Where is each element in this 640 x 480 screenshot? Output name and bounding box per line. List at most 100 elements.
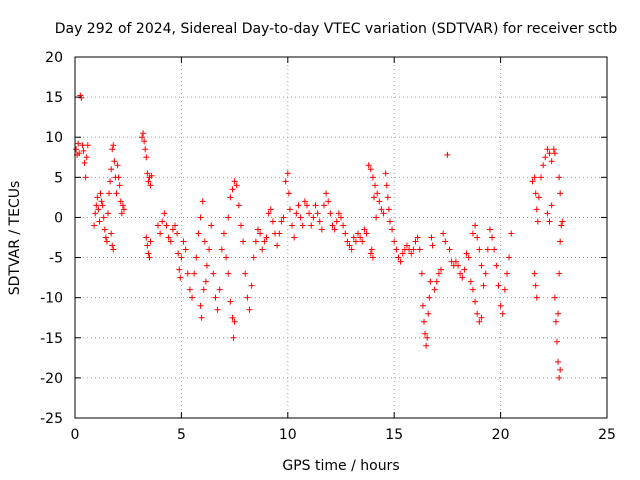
data-point — [98, 198, 105, 205]
data-point — [452, 258, 459, 265]
data-point — [193, 254, 200, 261]
data-point — [412, 238, 419, 245]
data-point — [459, 274, 466, 281]
data-point — [286, 206, 293, 213]
data-point — [501, 286, 508, 293]
data-point — [278, 218, 285, 225]
data-point — [261, 238, 268, 245]
data-point — [323, 190, 330, 197]
data-point — [198, 314, 205, 321]
data-point — [382, 170, 389, 177]
data-point — [316, 218, 323, 225]
y-tick-label: 15 — [45, 90, 63, 106]
data-point — [101, 226, 108, 233]
data-point — [433, 278, 440, 285]
data-point — [476, 246, 483, 253]
data-point — [97, 190, 104, 197]
data-point — [306, 210, 313, 217]
data-point — [372, 182, 379, 189]
data-point — [374, 190, 381, 197]
data-point — [555, 310, 562, 317]
y-axis-title: SDTVAR / TECUs — [7, 181, 23, 296]
data-point — [240, 238, 247, 245]
data-point — [291, 234, 298, 241]
data-point — [148, 172, 155, 179]
data-marks — [73, 92, 566, 381]
data-point — [80, 147, 87, 154]
data-point — [320, 202, 327, 209]
data-point — [383, 182, 390, 189]
data-point — [274, 242, 281, 249]
data-point — [233, 182, 240, 189]
data-point — [223, 254, 230, 261]
data-point — [389, 226, 396, 233]
data-point — [252, 238, 259, 245]
data-point — [201, 238, 208, 245]
data-point — [284, 170, 291, 177]
data-point — [195, 230, 202, 237]
data-point — [489, 234, 496, 241]
data-point — [108, 230, 115, 237]
data-point — [265, 210, 272, 217]
data-point — [555, 358, 562, 365]
data-point — [314, 210, 321, 217]
data-point — [145, 178, 152, 185]
data-point — [550, 146, 557, 153]
y-tick-label: -25 — [40, 411, 63, 427]
data-point — [113, 190, 120, 197]
data-point — [499, 310, 506, 317]
data-point — [73, 146, 80, 153]
y-tick-label: 20 — [45, 50, 63, 66]
y-tick-label: 0 — [54, 210, 63, 226]
data-point — [348, 246, 355, 253]
data-point — [285, 190, 292, 197]
data-point — [440, 230, 447, 237]
data-point — [159, 218, 166, 225]
data-point — [186, 286, 193, 293]
data-point — [474, 234, 481, 241]
data-point — [478, 262, 485, 269]
data-point — [197, 302, 204, 309]
data-point — [78, 94, 85, 101]
data-point — [368, 246, 375, 253]
data-point — [94, 194, 101, 201]
data-point — [435, 270, 442, 277]
data-point — [331, 226, 338, 233]
data-point — [163, 222, 170, 229]
data-point — [457, 270, 464, 277]
data-point — [114, 162, 121, 169]
data-point — [147, 238, 154, 245]
data-point — [369, 254, 376, 261]
data-point — [529, 178, 536, 185]
data-point — [161, 210, 168, 217]
data-point — [557, 366, 564, 373]
data-point — [100, 214, 107, 221]
data-point — [373, 214, 380, 221]
data-point — [365, 162, 372, 169]
data-point — [546, 218, 553, 225]
data-point — [175, 250, 182, 257]
data-point — [318, 226, 325, 233]
data-point — [312, 202, 319, 209]
data-point — [424, 334, 431, 341]
data-point — [177, 274, 184, 281]
data-point — [257, 230, 264, 237]
data-point — [408, 250, 415, 257]
data-point — [419, 302, 426, 309]
data-point — [242, 270, 249, 277]
data-point — [276, 230, 283, 237]
x-tick-label: 0 — [71, 427, 80, 443]
data-point — [139, 134, 146, 141]
data-point — [548, 158, 555, 165]
data-point — [482, 270, 489, 277]
data-point — [465, 254, 472, 261]
data-point — [531, 174, 538, 181]
data-point — [350, 234, 357, 241]
data-point — [214, 306, 221, 313]
data-point — [446, 246, 453, 253]
data-point — [189, 294, 196, 301]
data-point — [169, 226, 176, 233]
data-point — [427, 278, 434, 285]
data-point — [423, 342, 430, 349]
data-point — [486, 226, 493, 233]
